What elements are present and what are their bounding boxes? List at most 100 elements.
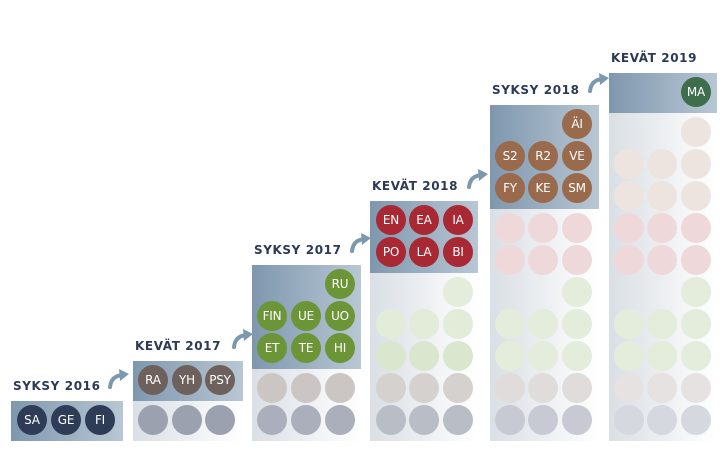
- course-circle: FY: [495, 173, 525, 203]
- history-circle: [205, 405, 235, 435]
- history-circle: [614, 245, 644, 275]
- history-circle: [681, 405, 711, 435]
- history-circle: [495, 405, 525, 435]
- history-circle: [376, 309, 406, 339]
- course-circle: HI: [325, 333, 355, 363]
- history-circle: [495, 213, 525, 243]
- course-circle: FIN: [257, 301, 287, 331]
- column-title: SYKSY 2018: [492, 83, 580, 97]
- history-circle: [647, 213, 677, 243]
- history-circle: [681, 213, 711, 243]
- course-circle: ET: [257, 333, 287, 363]
- history-circle: [172, 405, 202, 435]
- course-circle: EA: [409, 205, 439, 235]
- history-circle: [325, 373, 355, 403]
- history-circle: [291, 373, 321, 403]
- column-title: SYKSY 2016: [13, 379, 101, 393]
- history-circle: [325, 405, 355, 435]
- course-circle: KE: [528, 173, 558, 203]
- step-arrow-icon: [467, 169, 488, 189]
- history-circle: [409, 341, 439, 371]
- course-circle: GE: [51, 405, 81, 435]
- history-circle: [528, 245, 558, 275]
- history-circle: [681, 341, 711, 371]
- step-arrow-icon: [232, 329, 253, 349]
- column-title: KEVÄT 2019: [611, 51, 698, 65]
- course-circle: FI: [85, 405, 115, 435]
- history-circle: [376, 373, 406, 403]
- step-arrow-icon: [588, 73, 609, 93]
- course-circle: MA: [681, 77, 711, 107]
- history-circle: [562, 213, 592, 243]
- history-circle: [376, 405, 406, 435]
- history-circle: [647, 245, 677, 275]
- course-circle: ÄI: [562, 109, 592, 139]
- history-circle: [409, 309, 439, 339]
- course-circle: LA: [409, 237, 439, 267]
- history-circle: [647, 181, 677, 211]
- history-circle: [443, 277, 473, 307]
- course-circle: EN: [376, 205, 406, 235]
- column-title: KEVÄT 2018: [372, 179, 459, 193]
- column-title: KEVÄT 2017: [135, 339, 222, 353]
- course-circle: PO: [376, 237, 406, 267]
- course-circle: TE: [291, 333, 321, 363]
- course-circle: SA: [17, 405, 47, 435]
- history-circle: [443, 405, 473, 435]
- history-circle: [647, 373, 677, 403]
- course-circle: YH: [172, 365, 202, 395]
- course-circle: R2: [528, 141, 558, 171]
- history-circle: [443, 309, 473, 339]
- history-circle: [562, 341, 592, 371]
- history-circle: [409, 373, 439, 403]
- course-circle: VE: [562, 141, 592, 171]
- history-circle: [681, 117, 711, 147]
- history-circle: [647, 341, 677, 371]
- history-circle: [528, 373, 558, 403]
- history-circle: [443, 341, 473, 371]
- history-circle: [647, 405, 677, 435]
- history-circle: [647, 149, 677, 179]
- history-circle: [614, 149, 644, 179]
- history-circle: [681, 181, 711, 211]
- history-circle: [257, 373, 287, 403]
- history-circle: [681, 309, 711, 339]
- history-circle: [681, 373, 711, 403]
- history-circle: [528, 213, 558, 243]
- course-circle: UO: [325, 301, 355, 331]
- course-circle: S2: [495, 141, 525, 171]
- step-arrow-icon: [350, 233, 371, 253]
- history-circle: [614, 341, 644, 371]
- history-circle: [614, 181, 644, 211]
- history-circle: [495, 373, 525, 403]
- history-circle: [495, 245, 525, 275]
- history-circle: [647, 309, 677, 339]
- course-circle: PSY: [205, 365, 235, 395]
- history-circle: [376, 341, 406, 371]
- history-circle: [528, 405, 558, 435]
- history-circle: [614, 309, 644, 339]
- history-circle: [562, 309, 592, 339]
- history-circle: [291, 405, 321, 435]
- history-circle: [257, 405, 287, 435]
- history-circle: [562, 405, 592, 435]
- history-circle: [528, 309, 558, 339]
- course-circle: RU: [325, 269, 355, 299]
- history-circle: [681, 277, 711, 307]
- course-circle: IA: [443, 205, 473, 235]
- course-circle: BI: [443, 237, 473, 267]
- course-circle: RA: [138, 365, 168, 395]
- history-circle: [614, 373, 644, 403]
- history-circle: [495, 341, 525, 371]
- history-circle: [528, 341, 558, 371]
- column-title: SYKSY 2017: [254, 243, 342, 257]
- history-circle: [495, 309, 525, 339]
- history-circle: [562, 373, 592, 403]
- history-circle: [138, 405, 168, 435]
- history-circle: [681, 149, 711, 179]
- history-circle: [562, 245, 592, 275]
- course-circle: UE: [291, 301, 321, 331]
- course-circle: SM: [562, 173, 592, 203]
- history-circle: [681, 245, 711, 275]
